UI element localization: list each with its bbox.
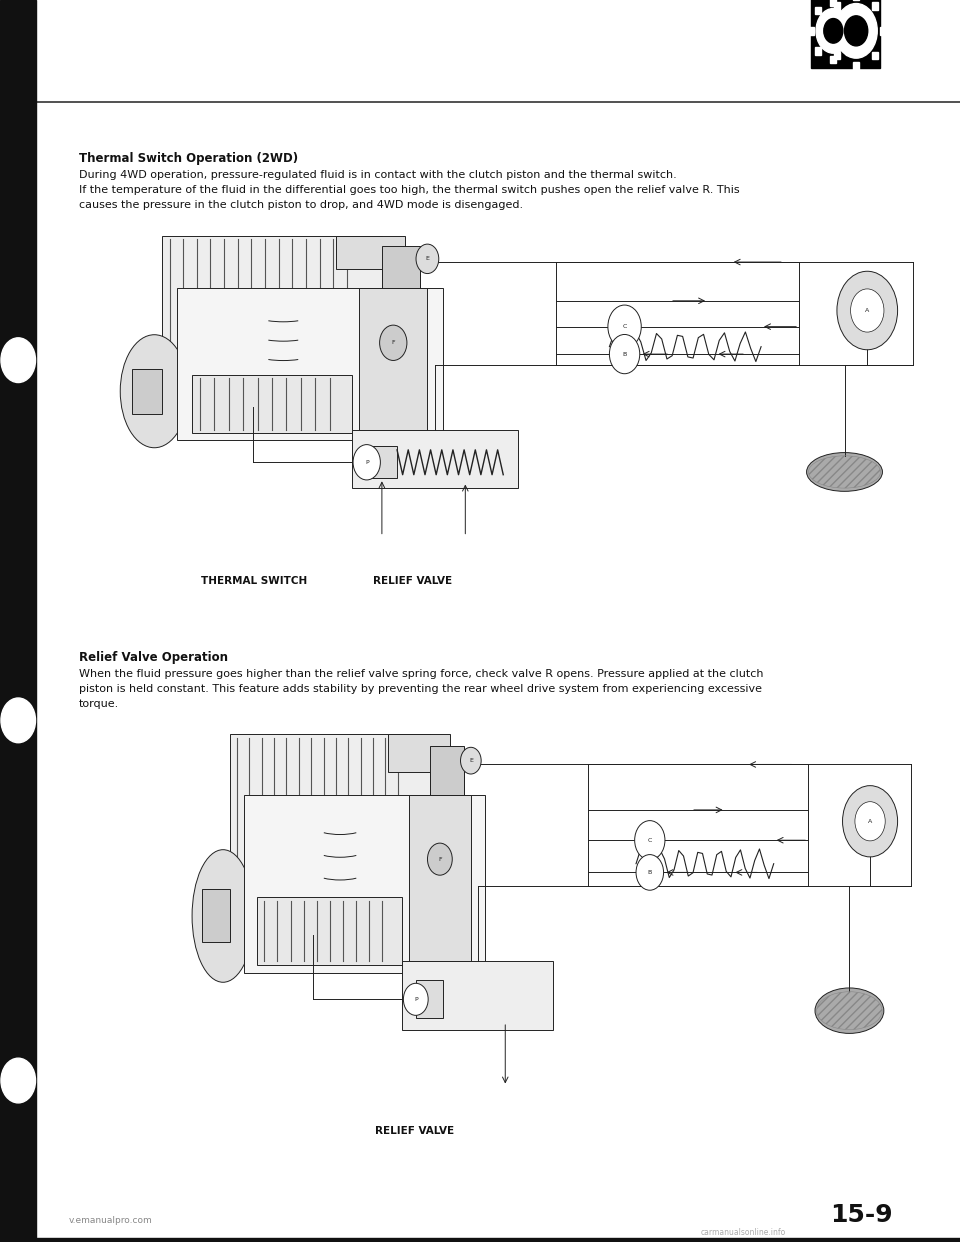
Circle shape <box>845 16 868 46</box>
Bar <box>132 369 162 414</box>
Bar <box>588 764 808 886</box>
Text: carmanualsonline.info: carmanualsonline.info <box>701 1228 786 1237</box>
Bar <box>257 897 402 965</box>
Bar <box>873 2 878 10</box>
Bar <box>429 745 464 795</box>
Circle shape <box>855 801 885 841</box>
Text: A: A <box>865 308 870 313</box>
Text: RELIEF VALVE: RELIEF VALVE <box>373 576 452 586</box>
Circle shape <box>379 325 407 360</box>
Bar <box>382 246 420 288</box>
Bar <box>0 0 36 1242</box>
Bar <box>873 52 878 60</box>
Text: RELIEF VALVE: RELIEF VALVE <box>375 1126 454 1136</box>
Circle shape <box>1 698 36 743</box>
Bar <box>244 795 485 972</box>
Bar <box>203 889 230 943</box>
Text: E: E <box>425 256 429 261</box>
Bar <box>830 0 836 6</box>
Text: F: F <box>438 857 442 862</box>
Ellipse shape <box>806 452 882 492</box>
Bar <box>0 1238 960 1242</box>
Text: B: B <box>648 869 652 874</box>
Text: If the temperature of the fluid in the differential goes too high, the thermal s: If the temperature of the fluid in the d… <box>79 185 739 195</box>
Circle shape <box>1 1058 36 1103</box>
Bar <box>388 734 450 773</box>
Circle shape <box>427 843 452 876</box>
Text: P: P <box>365 460 369 465</box>
Bar <box>230 734 429 871</box>
Circle shape <box>1 338 36 383</box>
Bar <box>162 236 382 353</box>
Text: piston is held constant. This feature adds stability by preventing the rear whee: piston is held constant. This feature ad… <box>79 684 761 694</box>
Ellipse shape <box>815 987 884 1033</box>
Circle shape <box>851 289 884 332</box>
Text: During 4WD operation, pressure-regulated fluid is in contact with the clutch pis: During 4WD operation, pressure-regulated… <box>79 170 677 180</box>
Bar <box>830 56 836 63</box>
Bar <box>402 961 553 1030</box>
Text: When the fluid pressure goes higher than the relief valve spring force, check va: When the fluid pressure goes higher than… <box>79 669 763 679</box>
Circle shape <box>835 4 877 58</box>
Ellipse shape <box>192 850 254 982</box>
Bar <box>192 375 351 433</box>
Circle shape <box>843 786 898 857</box>
Text: C: C <box>622 324 627 329</box>
Text: E: E <box>468 758 472 763</box>
Circle shape <box>635 821 665 859</box>
Text: THERMAL SWITCH: THERMAL SWITCH <box>202 576 307 586</box>
Bar <box>834 2 840 10</box>
Bar <box>177 288 443 440</box>
Bar <box>359 288 427 430</box>
Circle shape <box>416 245 439 273</box>
Circle shape <box>608 306 641 348</box>
Circle shape <box>636 854 663 891</box>
Bar <box>139 230 898 553</box>
Bar <box>416 980 444 1018</box>
Text: causes the pressure in the clutch piston to drop, and 4WD mode is disengaged.: causes the pressure in the clutch piston… <box>79 200 523 210</box>
Bar <box>811 0 880 68</box>
Circle shape <box>841 276 894 345</box>
Bar <box>853 62 859 70</box>
Circle shape <box>846 790 894 852</box>
Bar <box>351 430 518 488</box>
Text: F: F <box>392 340 396 345</box>
Circle shape <box>353 445 380 479</box>
Bar <box>846 47 852 55</box>
Bar <box>409 795 470 961</box>
Bar <box>209 727 898 1105</box>
Bar <box>815 7 821 15</box>
Text: B: B <box>622 351 627 356</box>
Circle shape <box>610 334 639 374</box>
Bar <box>336 236 405 268</box>
Bar <box>880 27 886 35</box>
Text: 15-9: 15-9 <box>830 1203 893 1227</box>
Circle shape <box>824 19 843 43</box>
Text: Relief Valve Operation: Relief Valve Operation <box>79 651 228 663</box>
Text: P: P <box>414 997 418 1002</box>
Text: torque.: torque. <box>79 699 119 709</box>
Bar <box>557 262 799 365</box>
Circle shape <box>837 271 898 350</box>
Bar <box>808 27 814 35</box>
Ellipse shape <box>120 334 188 447</box>
Bar <box>834 52 840 60</box>
Circle shape <box>816 9 851 53</box>
Bar <box>815 47 821 55</box>
Bar <box>846 7 852 15</box>
Bar <box>852 27 858 35</box>
Bar <box>827 27 832 35</box>
Bar <box>367 446 397 478</box>
Text: v.emanualpro.com: v.emanualpro.com <box>69 1216 153 1225</box>
Text: Thermal Switch Operation (2WD): Thermal Switch Operation (2WD) <box>79 152 298 164</box>
Text: C: C <box>648 837 652 843</box>
Circle shape <box>403 984 428 1016</box>
Text: A: A <box>868 818 873 823</box>
Circle shape <box>461 748 481 774</box>
